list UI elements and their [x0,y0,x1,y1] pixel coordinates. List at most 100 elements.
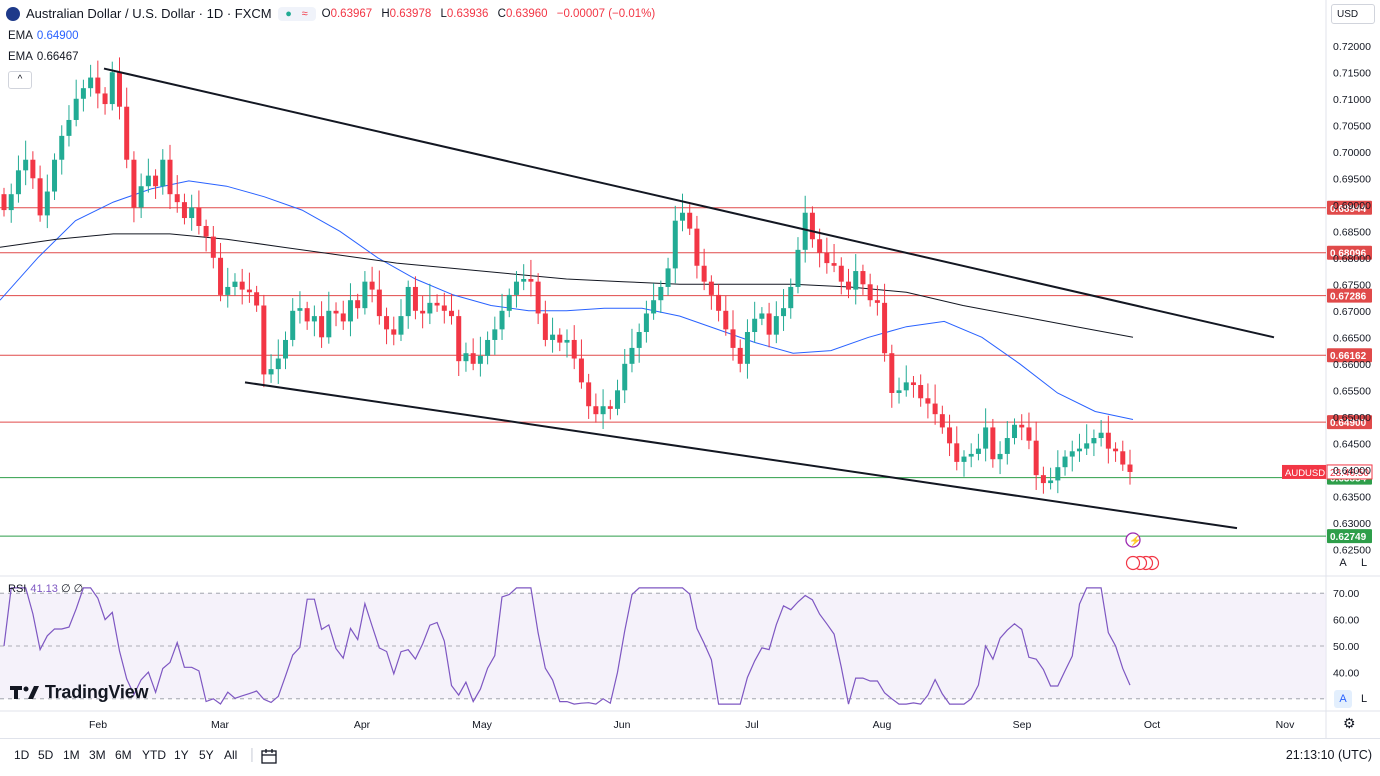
collapse-legend-button[interactable]: ^ [8,71,32,89]
candle-body [80,88,86,99]
rsi-tick-label: 50.00 [1333,641,1359,653]
timeframe-ytd[interactable]: YTD [142,748,166,762]
timeframe-5d[interactable]: 5D [38,748,54,762]
symbol-title[interactable]: Australian Dollar / U.S. Dollar · 1D · F… [26,6,272,21]
y-tick-label: 0.65500 [1333,385,1371,397]
candle-body [737,347,743,364]
trendline-lower [244,381,1238,530]
x-tick-label: Jun [614,719,631,731]
tradingview-logo-icon [10,686,39,699]
candle-body [232,281,238,287]
candle-body [773,316,779,335]
timeframe-6m[interactable]: 6M [115,748,132,762]
timeframe-1y[interactable]: 1Y [174,748,189,762]
candle-body [456,316,462,362]
candle-body [643,313,649,333]
candle-body [1105,432,1111,449]
candle-body [138,186,144,208]
candle-body [1062,456,1068,468]
candle-body [304,308,310,322]
economic-event-icon [1125,555,1141,571]
rsi-line [3,587,1131,705]
candle-body [521,279,527,282]
settings-gear-icon[interactable]: ⚙ [1343,715,1356,731]
auto-scale-button[interactable]: A [1339,557,1347,569]
candle-body [492,329,498,340]
y-tick-label: 0.63500 [1333,491,1371,503]
x-tick-label: May [472,719,493,731]
candle-body [8,194,14,211]
candle-body [658,286,664,301]
candle-body [781,308,787,317]
candle-body [636,332,642,348]
x-tick-label: Oct [1144,719,1160,731]
candle-body [694,228,700,266]
x-tick-label: Apr [354,719,371,731]
ema-lines [0,180,1134,420]
level-label: 0.68096 [1330,249,1367,260]
candle-body [485,339,491,356]
rsi-legend[interactable]: RSI 41.13 ∅ ∅ [8,583,84,595]
candle-body [23,159,29,171]
level-label: 0.62749 [1330,532,1367,543]
candle-body [889,353,895,393]
candle-body [15,170,21,195]
currency-select[interactable]: USD [1331,4,1375,24]
ema-slow-legend[interactable]: EMA 0.66467 [8,51,79,63]
y-tick-label: 0.68000 [1333,253,1371,265]
symbol-tag-label: AUDUSD [1285,468,1325,479]
candle-body [181,202,187,219]
candle-body [246,289,252,293]
candle-body [629,347,635,364]
rsi-auto-scale-button[interactable]: A [1334,690,1352,708]
utc-clock[interactable]: 21:13:10 (UTC) [1285,748,1372,762]
bottom-toolbar: 1D 5D 1M 3M 6M YTD 1Y 5Y All | 21:13:10 … [0,738,1380,773]
candle-body [449,310,455,317]
candle-body [723,310,729,330]
candle-body [1069,451,1075,457]
candle-body [701,265,707,282]
ema-fast-legend[interactable]: EMA 0.64900 [8,30,79,42]
candle-body [167,159,173,195]
timeframe-1d[interactable]: 1D [14,748,30,762]
candle-body [398,316,404,335]
candle-body [564,339,570,343]
candle-body [1033,440,1039,476]
candle-body [578,358,584,383]
candle-body [766,313,772,335]
level-tag [1327,200,1372,215]
candle-body [254,292,260,306]
log-scale-button[interactable]: L [1360,557,1368,569]
y-tick-label: 0.71500 [1333,67,1371,79]
candle-body [983,427,989,449]
candle-body [853,271,859,290]
timeframe-5y[interactable]: 5Y [199,748,214,762]
y-tick-label: 0.70000 [1333,147,1371,159]
candle-body [939,414,945,428]
timeframe-1m[interactable]: 1M [63,748,80,762]
y-tick-label: 0.68500 [1333,226,1371,238]
timeframe-all[interactable]: All [224,748,238,762]
candle-body [586,382,592,407]
chart-canvas[interactable]: 0.689440.680960.672860.661620.649000.638… [0,0,1380,738]
y-tick-label: 0.66000 [1333,359,1371,371]
candle-body [261,305,267,375]
candle-body [333,310,339,314]
ema-slow-line [0,233,1134,338]
rsi-log-scale-button[interactable]: L [1360,693,1368,705]
date-range-calendar-icon[interactable] [260,747,278,765]
candle-body [1040,475,1046,484]
tradingview-logo[interactable]: TradingView [10,682,149,703]
rsi-band [0,593,1326,699]
timeframe-3m[interactable]: 3M [89,748,106,762]
candle-body [44,191,50,216]
candle-body [239,281,245,290]
y-tick-label: 0.64500 [1333,438,1371,450]
countdown-label: 23:46:50 [1330,468,1369,479]
compare-icon: ≈ [301,7,308,20]
candle-body [1,194,7,211]
candle-body [910,382,916,386]
y-tick-label: 0.67000 [1333,306,1371,318]
candle-body [947,427,953,444]
status-pill[interactable]: ● ≈ [277,6,316,21]
